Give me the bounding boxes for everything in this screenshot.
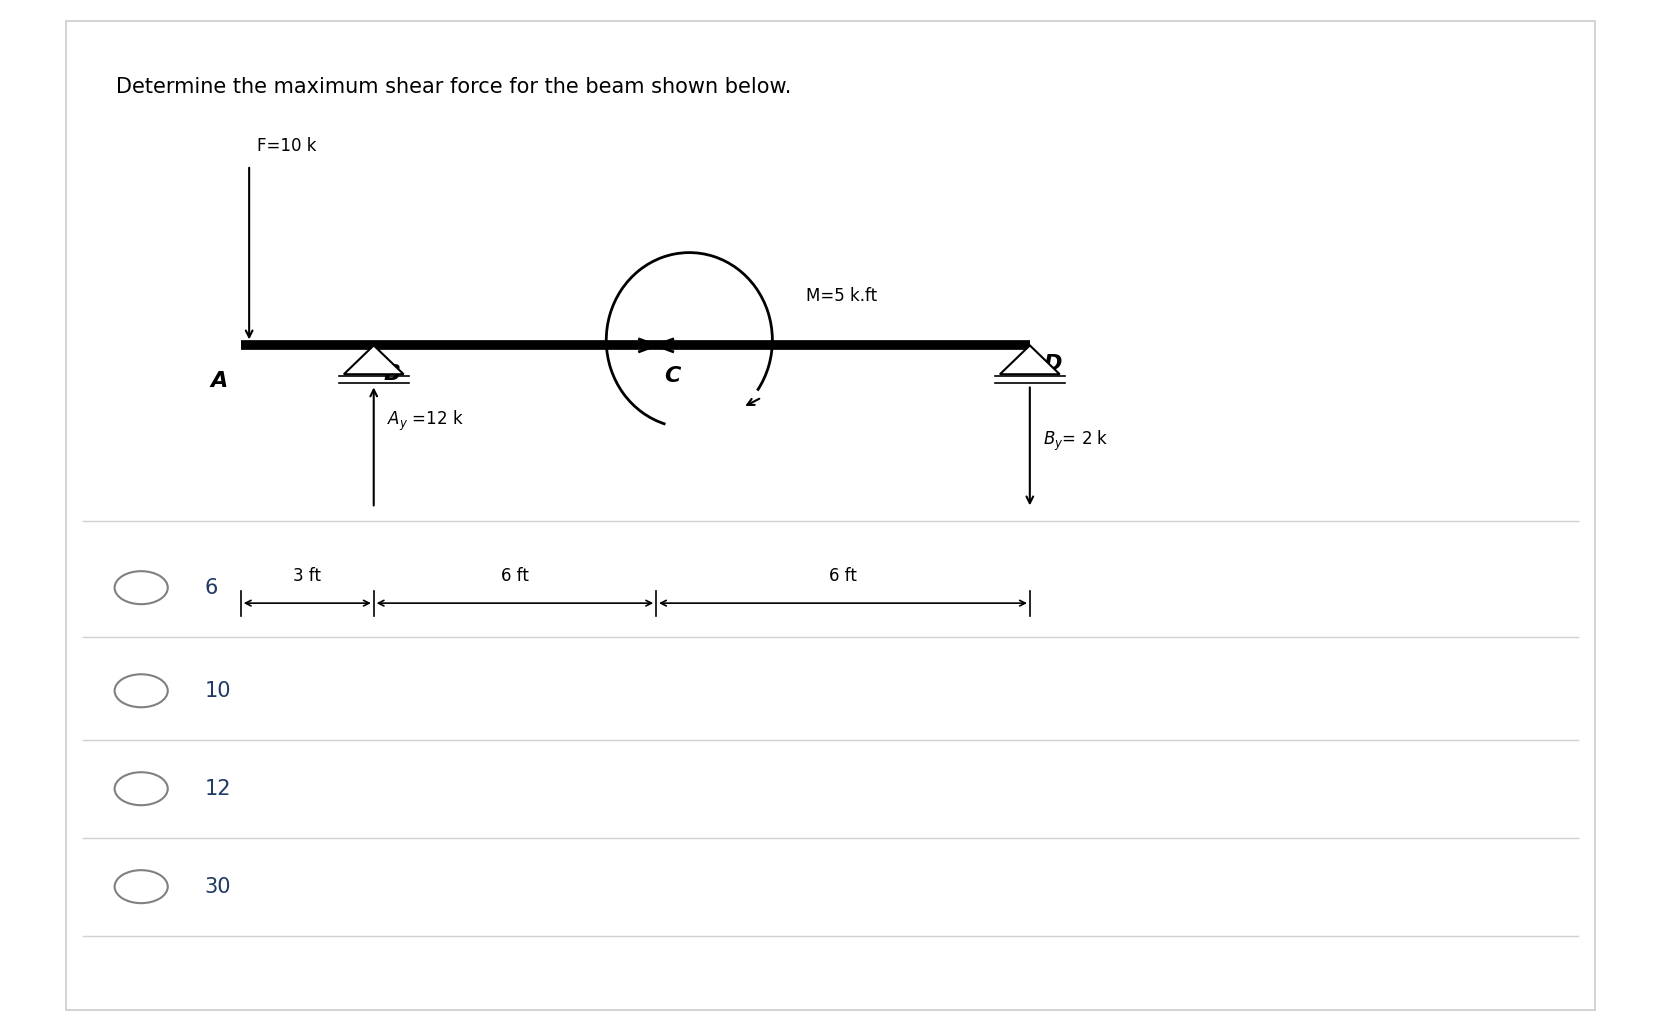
Text: A: A xyxy=(211,371,228,391)
Text: 3 ft: 3 ft xyxy=(294,567,321,585)
Text: 6: 6 xyxy=(204,577,218,598)
Text: B: B xyxy=(384,364,400,384)
Text: Determine the maximum shear force for the beam shown below.: Determine the maximum shear force for th… xyxy=(116,77,792,97)
Text: F=10 k: F=10 k xyxy=(257,137,317,155)
Text: $A_y$ =12 k: $A_y$ =12 k xyxy=(387,408,463,433)
Text: 30: 30 xyxy=(204,876,231,897)
Text: 6 ft: 6 ft xyxy=(829,567,857,585)
Polygon shape xyxy=(1000,345,1060,374)
Text: $B_y$= 2 k: $B_y$= 2 k xyxy=(1043,429,1108,454)
Text: M=5 k.ft: M=5 k.ft xyxy=(806,288,877,305)
Text: 6 ft: 6 ft xyxy=(502,567,528,585)
Text: D: D xyxy=(1043,354,1061,373)
Text: 12: 12 xyxy=(204,778,231,799)
Text: 10: 10 xyxy=(204,680,231,701)
Polygon shape xyxy=(344,345,404,374)
FancyBboxPatch shape xyxy=(66,21,1595,1010)
Text: C: C xyxy=(664,366,681,386)
